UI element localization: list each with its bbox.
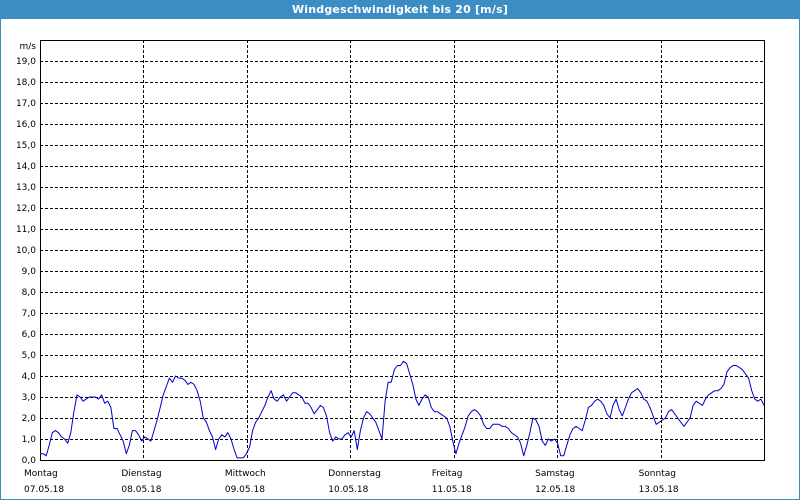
y-tick-label: 11,0 (16, 225, 36, 235)
x-tick-date: 09.05.18 (225, 485, 265, 495)
series-group (40, 360, 765, 459)
y-tick-label: 2,0 (22, 414, 37, 424)
wind-speed-series-line (40, 360, 765, 459)
y-tick-label: 0,0 (22, 456, 37, 466)
y-tick-label: 10,0 (16, 246, 36, 256)
x-tick-date: 07.05.18 (24, 485, 64, 495)
x-tick-weekday: Freitag (432, 469, 463, 479)
y-tick-label: 13,0 (16, 183, 36, 193)
y-tick-label: 18,0 (16, 78, 36, 88)
y-tick-label: 5,0 (22, 351, 37, 361)
y-tick-label: 19,0 (16, 57, 36, 67)
y-tick-label: 16,0 (16, 120, 36, 130)
chart-title: Windgeschwindigkeit bis 20 [m/s] (0, 0, 800, 19)
x-tick-date: 10.05.18 (328, 485, 368, 495)
x-tick-date: 08.05.18 (121, 485, 161, 495)
y-tick-label: 15,0 (16, 141, 36, 151)
y-axis-unit-label: m/s (20, 42, 37, 52)
x-tick-weekday: Donnerstag (328, 469, 381, 479)
x-tick-weekday: Samstag (535, 469, 574, 479)
y-tick-label: 6,0 (22, 330, 37, 340)
x-axis-labels: Montag 07.05.18 Dienstag 08.05.18 Mittwoch 09… (24, 469, 679, 495)
y-axis-ticks: 0,0 1,0 2,0 3,0 4,0 5,0 6,0 7,0 8,0 9,0 10,0 11,0 12… (16, 57, 36, 466)
y-tick-label: 3,0 (22, 393, 37, 403)
y-tick-label: 7,0 (22, 309, 37, 319)
y-tick-label: 9,0 (22, 267, 37, 277)
grid-lines (40, 40, 764, 460)
x-tick-date: 11.05.18 (432, 485, 472, 495)
x-tick-date: 13.05.18 (639, 485, 679, 495)
x-tick-weekday: Montag (24, 469, 58, 479)
y-tick-label: 8,0 (22, 288, 37, 298)
y-tick-label: 4,0 (22, 372, 37, 382)
y-tick-label: 17,0 (16, 99, 36, 109)
x-tick-weekday: Dienstag (121, 469, 161, 479)
y-tick-label: 12,0 (16, 204, 36, 214)
plot-area-border (40, 40, 765, 461)
x-tick-date: 12.05.18 (535, 485, 575, 495)
y-tick-label: 1,0 (22, 435, 37, 445)
y-tick-label: 14,0 (16, 162, 36, 172)
x-tick-weekday: Mittwoch (225, 469, 266, 479)
x-tick-weekday: Sonntag (639, 469, 676, 479)
